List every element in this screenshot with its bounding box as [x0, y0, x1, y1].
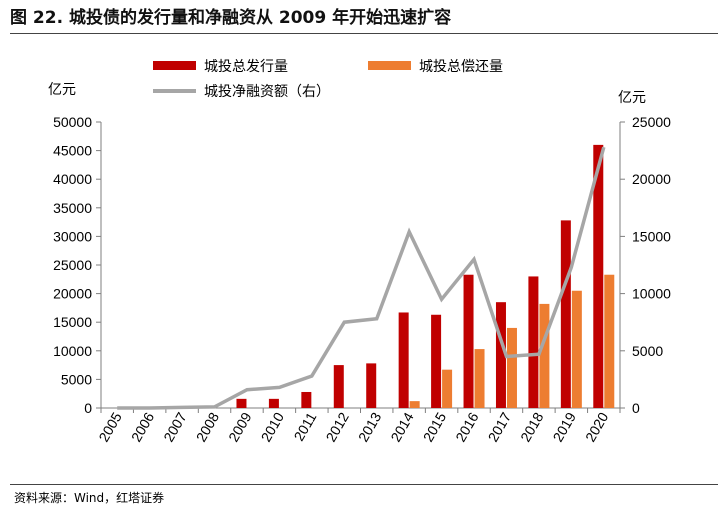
figure-title: 图 22. 城投债的发行量和净融资从 2009 年开始迅速扩容: [10, 8, 452, 28]
x-tick-label: 2016: [452, 409, 482, 444]
left-tick-label: 30000: [53, 228, 92, 244]
legend-label-repayment: 城投总偿还量: [419, 58, 503, 74]
x-tick-label: 2019: [550, 409, 580, 444]
repayment-bar: [539, 303, 550, 408]
issuance-bar: [560, 220, 571, 408]
right-tick-label: 20000: [632, 171, 671, 187]
right-axis-unit: 亿元: [618, 89, 646, 105]
repayment-bar: [409, 401, 420, 408]
left-tick-label: 20000: [53, 286, 92, 302]
legend-label-net: 城投净融资额（右）: [204, 83, 330, 99]
issuance-bar: [333, 365, 344, 408]
left-tick-label: 5000: [61, 371, 92, 387]
x-tick-label: 2015: [420, 409, 450, 444]
x-tick-label: 2012: [322, 409, 352, 444]
issuance-bar: [495, 302, 506, 408]
repayment-bar: [474, 349, 485, 408]
x-tick-label: 2011: [291, 409, 320, 443]
left-tick-label: 45000: [53, 143, 92, 159]
x-tick-label: 2009: [225, 409, 255, 444]
issuance-bar: [593, 144, 604, 408]
right-tick-label: 5000: [632, 343, 663, 359]
x-tick-label: 2006: [128, 409, 158, 444]
x-tick-label: 2005: [95, 409, 125, 444]
x-tick-label: 2014: [387, 409, 417, 444]
source-note: 资料来源：Wind，红塔证券: [14, 491, 165, 505]
issuance-bar: [366, 363, 377, 408]
issuance-bar: [431, 314, 442, 408]
legend-swatch-issuance: [153, 61, 196, 70]
issuance-bar: [528, 276, 539, 408]
x-tick-label: 2013: [355, 409, 385, 444]
issuance-bar: [463, 274, 474, 408]
title-rule: [10, 33, 718, 34]
left-tick-label: 50000: [53, 114, 92, 130]
x-tick-label: 2007: [160, 409, 190, 444]
repayment-bar: [571, 290, 582, 408]
repayment-bar: [604, 274, 615, 408]
legend-swatch-repayment: [368, 61, 411, 70]
x-tick-label: 2010: [258, 409, 288, 444]
left-tick-label: 10000: [53, 343, 92, 359]
x-tick-label: 2020: [582, 409, 612, 444]
x-tick-label: 2017: [485, 409, 515, 444]
issuance-bar: [268, 398, 279, 408]
left-tick-label: 15000: [53, 314, 92, 330]
source-rule: [10, 484, 718, 485]
net-financing-line: [117, 146, 606, 410]
right-tick-label: 15000: [632, 228, 671, 244]
repayment-bar: [442, 369, 453, 408]
issuance-bar: [236, 398, 247, 408]
left-tick-label: 0: [84, 400, 92, 416]
issuance-bar: [301, 391, 312, 408]
issuance-bar: [398, 312, 409, 408]
x-tick-label: 2018: [517, 409, 547, 444]
left-tick-label: 35000: [53, 200, 92, 216]
legend-label-issuance: 城投总发行量: [204, 58, 288, 74]
x-tick-label: 2008: [193, 409, 223, 444]
repayment-bar: [506, 327, 517, 408]
right-tick-label: 25000: [632, 114, 671, 130]
left-axis-unit: 亿元: [48, 81, 76, 97]
left-tick-label: 40000: [53, 171, 92, 187]
right-tick-label: 10000: [632, 286, 671, 302]
right-tick-label: 0: [632, 400, 640, 416]
left-tick-label: 25000: [53, 257, 92, 273]
